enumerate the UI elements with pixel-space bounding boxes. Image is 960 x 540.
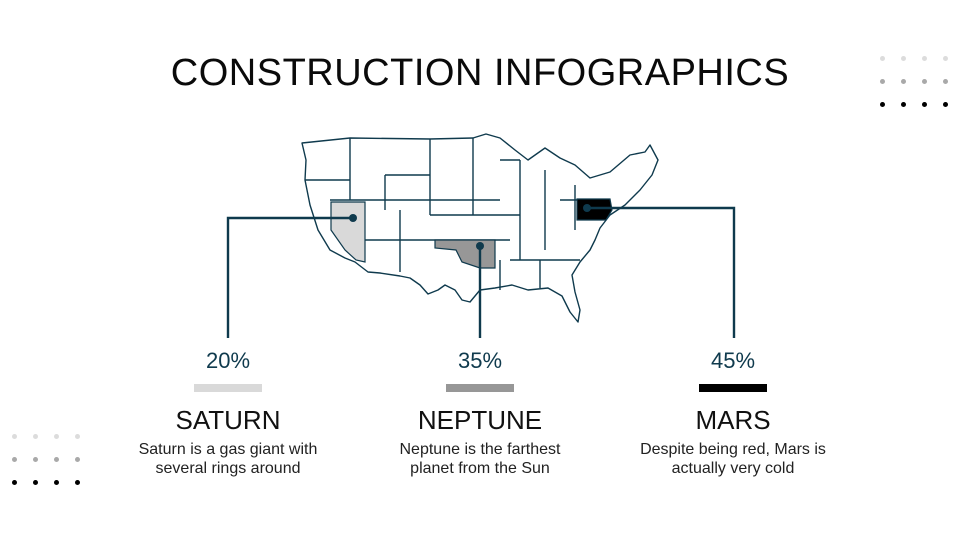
decorative-dot [922,79,927,84]
us-outline [301,133,659,323]
decorative-dot [12,434,17,439]
percent-neptune: 35% [457,348,503,373]
decorative-dot [943,79,948,84]
decorative-dot [33,434,38,439]
marker-saturn [349,214,357,222]
decorative-dot [901,102,906,107]
decorative-dot [33,480,38,485]
decorative-dot [33,457,38,462]
title-neptune: NEPTUNE [417,405,543,435]
slide-title: CONSTRUCTION INFOGRAPHICS [170,52,790,94]
description-mars-line-1: Despite being red, Mars is [640,441,826,458]
title-saturn: SATURN [175,405,281,435]
percent-mars: 45% [710,348,756,373]
title-mars: MARS [695,405,771,435]
decorative-dot [901,79,906,84]
decorative-dot [943,102,948,107]
bar-neptune [446,384,514,392]
marker-neptune [476,242,484,250]
decorative-dot [880,56,885,61]
us-map [301,133,659,323]
dot-grid-top-right [880,56,950,108]
decorative-dot [54,480,59,485]
decorative-dot [943,56,948,61]
description-neptune-line-1: Neptune is the farthest [399,441,561,458]
connector-lines [226,206,736,338]
decorative-dot [922,102,927,107]
connector-saturn [226,216,353,338]
bar-mars [699,384,767,392]
description-mars: Despite being red, Mars is actually very… [613,440,853,478]
bar-saturn [194,384,262,392]
description-saturn: Saturn is a gas giant with several rings… [108,440,348,478]
description-neptune-line-2: planet from the Sun [410,460,550,477]
state-pennsylvania-highlight [576,198,613,221]
description-neptune: Neptune is the farthest planet from the … [360,440,600,478]
decorative-dot [901,56,906,61]
decorative-dot [12,480,17,485]
decorative-dot [880,79,885,84]
dot-grid-bottom-left [12,434,82,486]
description-saturn-line-1: Saturn is a gas giant with [138,441,318,458]
decorative-dot [75,434,80,439]
decorative-dot [12,457,17,462]
description-mars-line-2: actually very cold [671,460,795,477]
decorative-dot [54,434,59,439]
decorative-dot [75,480,80,485]
decorative-dot [75,457,80,462]
decorative-dot [880,102,885,107]
percent-saturn: 20% [205,348,251,373]
connector-mars [587,206,736,338]
decorative-dot [922,56,927,61]
marker-mars [583,204,591,212]
decorative-dot [54,457,59,462]
description-saturn-line-2: several rings around [155,460,301,477]
